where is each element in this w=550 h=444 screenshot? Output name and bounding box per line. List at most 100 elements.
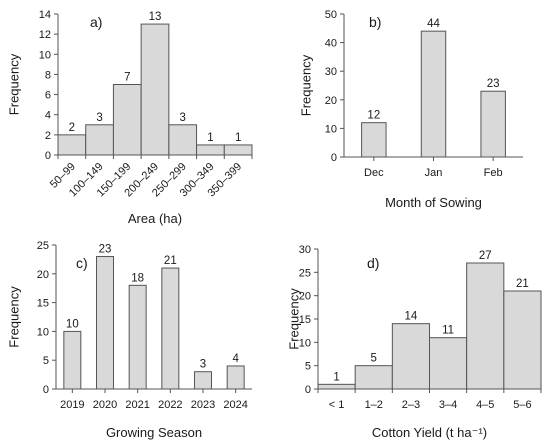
bar-1 xyxy=(57,134,87,156)
x-tick-label: Jan xyxy=(425,167,443,179)
bar-value-label: 1 xyxy=(333,371,339,383)
x-tick-label: 2–3 xyxy=(402,399,420,411)
bar-6 xyxy=(196,144,225,156)
y-tick-label: 30 xyxy=(325,66,337,78)
bar-value-label: 14 xyxy=(405,311,418,323)
x-axis-title: Cotton Yield (t ha⁻¹) xyxy=(372,425,487,440)
y-tick-label: 15 xyxy=(299,314,311,326)
bar-value-label: 11 xyxy=(442,325,454,337)
bar-1 xyxy=(361,122,387,158)
bar-2 xyxy=(420,30,447,158)
bar-value-label: 7 xyxy=(124,72,130,84)
bar-4 xyxy=(429,337,468,390)
x-tick-label: 2024 xyxy=(223,399,247,411)
bar-value-label: 3 xyxy=(200,359,206,371)
bar-2 xyxy=(354,365,393,390)
bar-3 xyxy=(391,323,431,390)
bar-2 xyxy=(85,124,114,156)
bar-3 xyxy=(480,90,506,158)
y-tick-label: 2 xyxy=(45,130,51,142)
chart-panel-3: 10 23 18 21 3 4 0 5 10 15 20 25 2019 2020 2021 2022 2023… xyxy=(7,240,252,440)
bar-value-label: 5 xyxy=(371,353,377,365)
y-axis-title: Frequency xyxy=(299,54,314,116)
x-tick-label: 2022 xyxy=(158,399,182,411)
y-tick-label: 14 xyxy=(39,9,51,21)
x-axis-title: Month of Sowing xyxy=(385,195,482,210)
bar-value-label: 44 xyxy=(427,18,440,30)
x-tick-label: 2019 xyxy=(60,399,84,411)
bar-1 xyxy=(317,383,356,390)
bar-value-label: 3 xyxy=(180,112,186,124)
panel-label: d) xyxy=(367,255,379,271)
y-tick-label: 0 xyxy=(305,384,311,396)
y-tick-label: 40 xyxy=(325,38,337,50)
y-tick-label: 20 xyxy=(299,291,311,303)
y-tick-label: 5 xyxy=(43,355,49,367)
y-tick-label: 10 xyxy=(325,123,337,135)
bar-2 xyxy=(96,256,114,390)
x-tick-label: 2023 xyxy=(191,399,215,411)
y-tick-label: 10 xyxy=(299,337,311,349)
bar-4 xyxy=(140,23,170,156)
bar-value-label: 21 xyxy=(164,255,177,267)
y-tick-label: 0 xyxy=(45,150,51,162)
y-tick-label: 20 xyxy=(325,95,337,107)
bar-1 xyxy=(63,330,82,390)
x-axis-title: Growing Season xyxy=(106,425,202,440)
x-tick-label: 4–5 xyxy=(476,399,494,411)
bar-6 xyxy=(503,290,542,390)
y-tick-label: 6 xyxy=(45,90,51,102)
y-tick-label: 0 xyxy=(331,152,337,164)
panel-label: b) xyxy=(369,14,381,30)
y-tick-label: 25 xyxy=(299,267,311,279)
bar-3 xyxy=(112,84,142,156)
x-tick-label: 5–6 xyxy=(513,399,531,411)
bar-value-label: 1 xyxy=(235,132,241,144)
bar-value-label: 4 xyxy=(232,353,239,365)
x-tick-label: Dec xyxy=(364,167,384,179)
y-tick-label: 20 xyxy=(37,269,49,281)
bar-5 xyxy=(466,262,505,390)
y-tick-label: 10 xyxy=(37,326,49,338)
bar-value-label: 10 xyxy=(66,318,79,330)
panel-label: a) xyxy=(90,14,102,30)
x-tick-label: 1–2 xyxy=(365,399,383,411)
x-tick-label: 3–4 xyxy=(439,399,457,411)
bar-5 xyxy=(194,371,212,390)
bar-4 xyxy=(161,267,180,390)
bar-value-label: 2 xyxy=(69,122,75,134)
x-tick-label: Feb xyxy=(484,167,503,179)
bar-value-label: 12 xyxy=(367,110,380,122)
y-tick-label: 25 xyxy=(37,240,49,252)
y-axis-title: Frequency xyxy=(7,53,22,115)
bar-value-label: 13 xyxy=(149,11,162,23)
y-tick-label: 0 xyxy=(43,384,49,396)
y-tick-label: 10 xyxy=(39,49,51,61)
y-tick-label: 8 xyxy=(45,69,51,81)
y-tick-label: 30 xyxy=(299,244,311,256)
bar-7 xyxy=(223,144,253,156)
bar-value-label: 1 xyxy=(207,132,213,144)
bar-value-label: 3 xyxy=(96,112,102,124)
bar-value-label: 18 xyxy=(131,272,144,284)
y-tick-label: 50 xyxy=(325,9,337,21)
panel-label: c) xyxy=(76,255,88,271)
bar-6 xyxy=(226,365,245,390)
chart-panel-2: 12 44 23 0 10 20 30 40 50 Dec Jan Feb Month of Sowin… xyxy=(299,9,523,210)
y-tick-label: 12 xyxy=(39,29,51,41)
y-tick-label: 4 xyxy=(45,110,51,122)
y-axis-title: Frequency xyxy=(7,286,22,348)
bar-value-label: 27 xyxy=(479,250,492,262)
bar-value-label: 23 xyxy=(487,78,500,90)
x-tick-label: 2020 xyxy=(93,399,117,411)
y-tick-label: 15 xyxy=(37,298,49,310)
x-tick-label: 2021 xyxy=(125,399,149,411)
bar-value-label: 21 xyxy=(516,278,529,290)
x-axis-title: Area (ha) xyxy=(128,211,182,226)
y-axis-title: Frequency xyxy=(287,288,302,350)
bar-value-label: 23 xyxy=(99,244,112,256)
x-tick-label: < 1 xyxy=(329,399,345,411)
